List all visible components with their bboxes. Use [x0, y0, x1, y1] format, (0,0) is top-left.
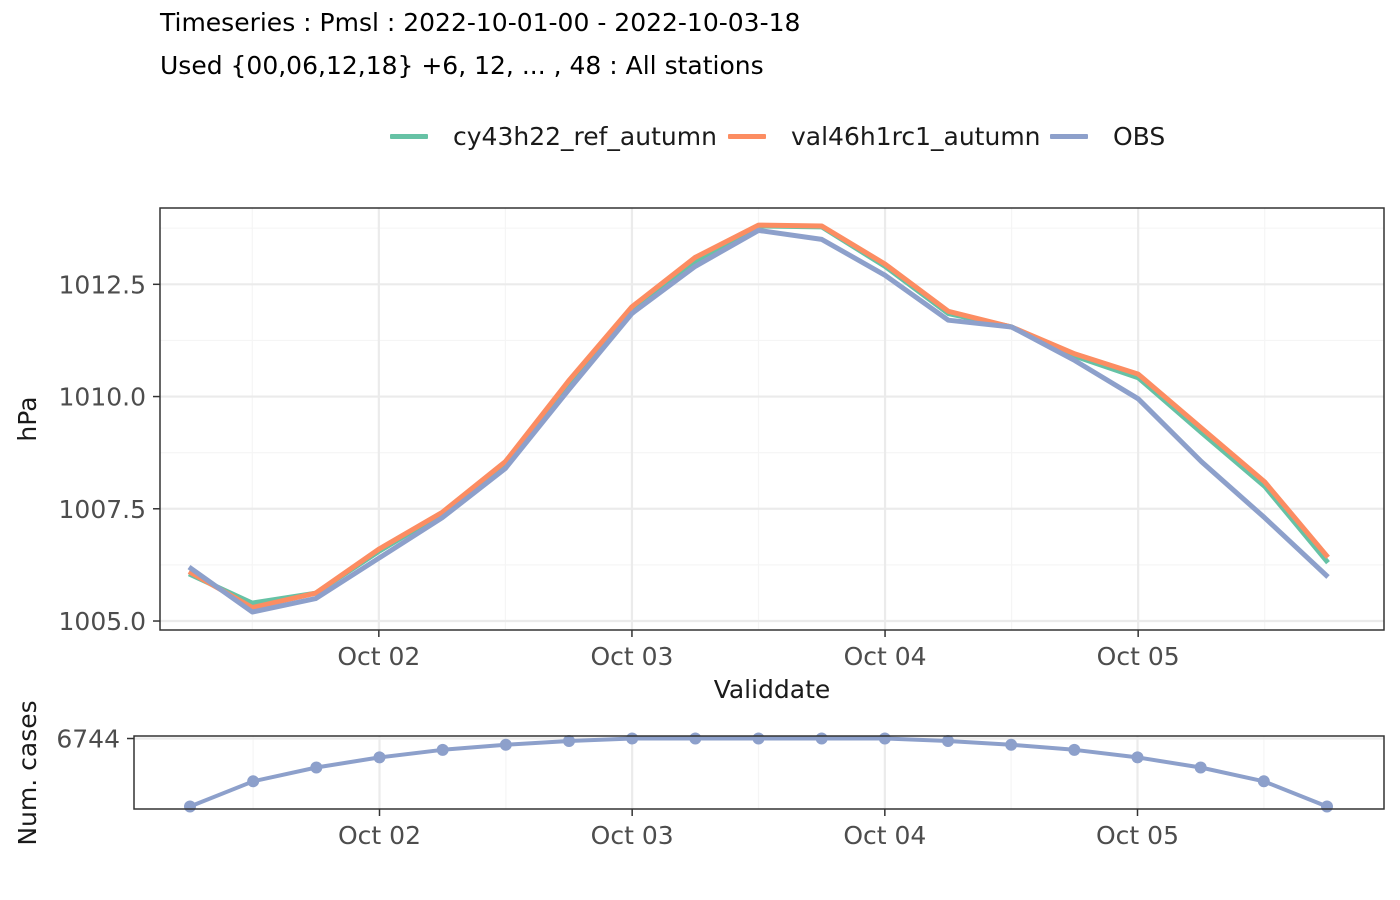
cases-x-tick-label: Oct 05: [1096, 821, 1179, 850]
cases-point: [815, 732, 828, 745]
cases-point: [1131, 751, 1144, 764]
cases-point: [436, 743, 449, 756]
y-tick-label: 1007.5: [59, 495, 146, 524]
y-axis-label: hPa: [13, 396, 42, 441]
cases-point: [373, 751, 386, 764]
y-tick-label: 1005.0: [59, 607, 146, 636]
legend-key-line: [390, 134, 428, 139]
y-tick-label: 1010.0: [59, 383, 146, 412]
legend-key-line: [1050, 134, 1088, 139]
cases-point: [878, 732, 891, 745]
cases-point: [689, 732, 702, 745]
x-tick-label: Oct 02: [337, 642, 420, 671]
x-tick-label: Oct 04: [844, 642, 927, 671]
cases-point: [563, 735, 575, 748]
series-line-obs: [187, 227, 1330, 615]
cases-point: [752, 732, 765, 745]
chart-title-line-2: Used {00,06,12,18} +6, 12, ... , 48 : Al…: [160, 51, 764, 80]
plot-background: [160, 208, 1384, 630]
legend-key-line: [728, 134, 766, 139]
cases-y-axis-label: Num. cases: [13, 700, 42, 845]
legend-label: val46h1rc1_autumn: [791, 122, 1041, 151]
cases-point: [310, 761, 323, 774]
cases-x-tick-label: Oct 03: [591, 821, 674, 850]
cases-point: [1068, 743, 1081, 756]
cases-plot-border: [133, 735, 1385, 810]
cases-point: [184, 800, 196, 813]
cases-point: [1194, 761, 1207, 774]
cases-point: [247, 775, 260, 788]
cases-point: [626, 732, 639, 745]
x-tick-label: Oct 03: [590, 642, 673, 671]
cases-point: [1257, 775, 1270, 788]
cases-point: [499, 738, 512, 751]
x-tick-label: Oct 05: [1097, 642, 1180, 671]
plot-border: [159, 207, 1385, 631]
cases-y-tick-label: 6744: [56, 725, 120, 754]
cases-x-tick-label: Oct 04: [843, 821, 926, 850]
legend-label: OBS: [1113, 122, 1166, 151]
cases-point: [942, 735, 954, 748]
num-cases-panel: 6744 Oct 02 Oct 03 Oct 04 Oct 05: [56, 725, 1385, 850]
legend-label: cy43h22_ref_autumn: [453, 122, 717, 151]
cases-point: [1005, 738, 1018, 751]
cases-x-tick-label: Oct 02: [338, 821, 421, 850]
cases-point: [1321, 800, 1333, 813]
y-tick-label: 1012.5: [59, 270, 146, 299]
series-line-val46h1rc1-autumn: [187, 222, 1330, 611]
pressure-panel: 1005.0 1007.5 1010.0 1012.5 Oct 02 Oct 03 Oct …: [59, 207, 1385, 671]
chart-title-line-1: Timeseries : Pmsl : 2022-10-01-00 - 2022…: [160, 8, 801, 37]
x-axis-label: Validdate: [714, 675, 831, 704]
